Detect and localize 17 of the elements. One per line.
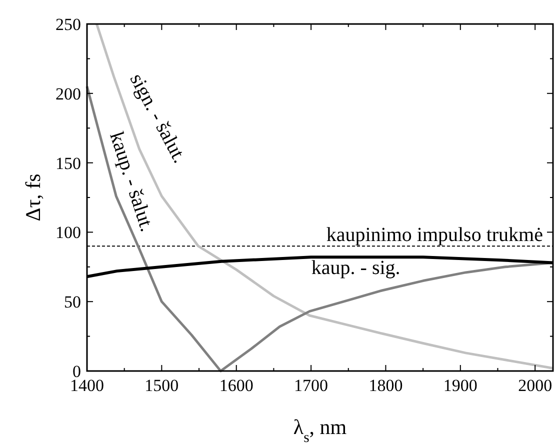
x-tick-label: 1900 — [443, 376, 478, 395]
y-tick-label: 150 — [56, 154, 81, 173]
x-tick-label: 1600 — [219, 376, 254, 395]
ref-line-label: kaupinimo impulso trukmė — [326, 224, 544, 246]
y-tick-label: 100 — [56, 223, 81, 242]
x-tick-label: 2000 — [518, 376, 552, 395]
x-axis-title: λ$_{s}$, nm — [293, 415, 347, 446]
series-label: kaup. - sig. — [311, 256, 400, 279]
x-tick-label: 1500 — [144, 376, 179, 395]
y-axis-title: Δτ, fs — [21, 174, 45, 222]
x-tick-label: 1800 — [368, 376, 403, 395]
y-tick-label: 200 — [56, 84, 81, 104]
y-tick-label: 250 — [56, 15, 81, 34]
x-tick-label: 1700 — [294, 376, 328, 395]
y-tick-label: 50 — [64, 292, 81, 312]
line-series — [95, 22, 554, 370]
text: kaup. - šalut. — [105, 129, 158, 234]
